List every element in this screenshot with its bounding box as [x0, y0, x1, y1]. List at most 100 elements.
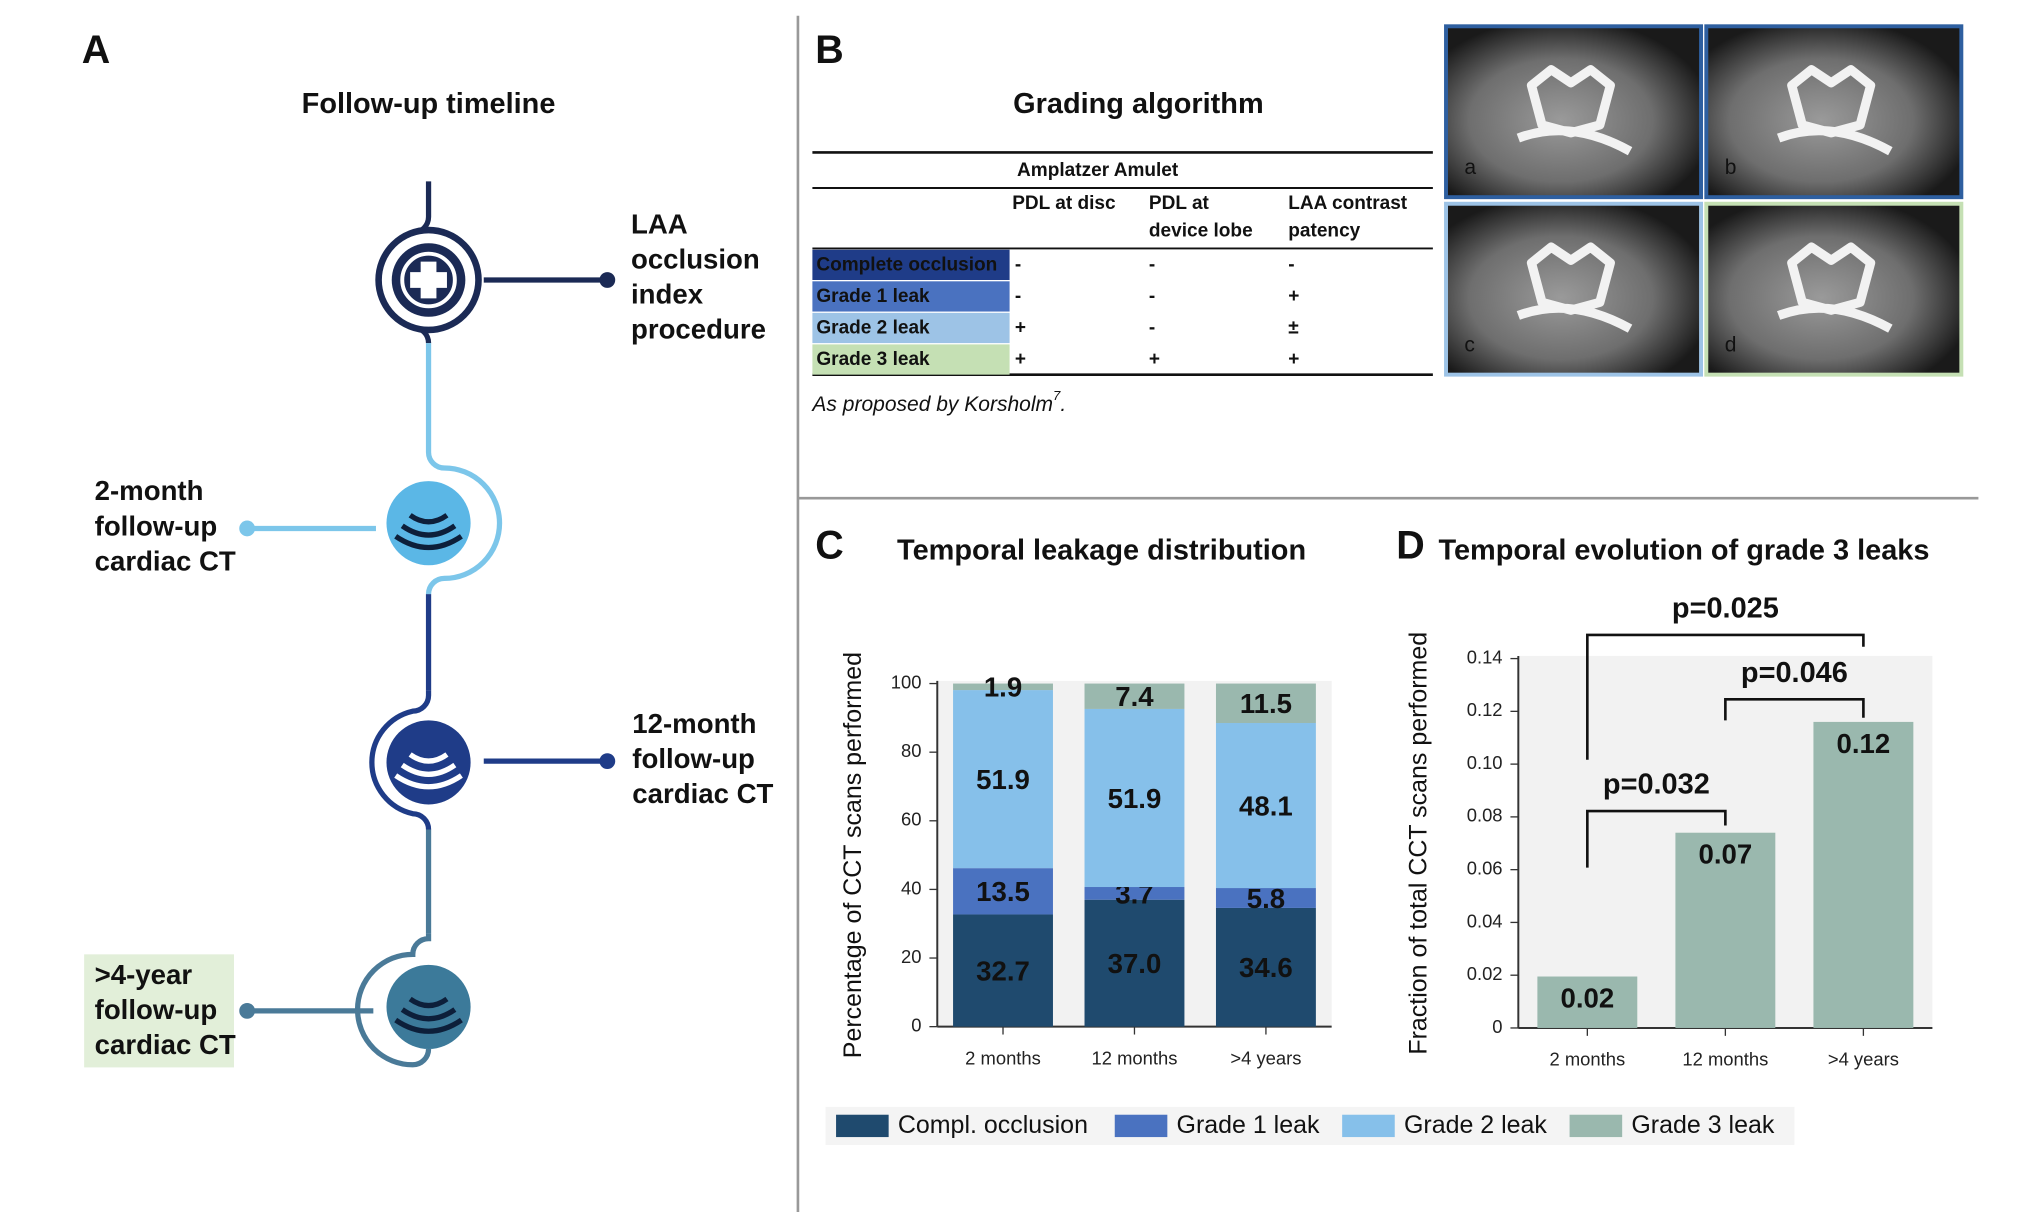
- bar-segment: [953, 914, 1053, 1027]
- row-label-bg: [812, 249, 1010, 280]
- table-cell: -: [1149, 255, 1155, 276]
- table-cell: +: [1288, 349, 1299, 370]
- y-axis-label: Percentage of CCT scans performed: [839, 652, 867, 1058]
- ct-frame: [1704, 24, 1964, 200]
- device: [1776, 242, 1893, 333]
- legend-swatch: [836, 1114, 889, 1138]
- bar: [1675, 832, 1776, 1028]
- node-label: follow-up: [632, 743, 755, 774]
- value-label: 11.5: [1240, 688, 1292, 719]
- legend-label: Compl. occlusion: [898, 1111, 1088, 1139]
- note-end: .: [1060, 392, 1066, 415]
- bar-segment: [1084, 899, 1185, 1027]
- ct-image: d: [1704, 201, 1964, 377]
- row-label: Grade 1 leak: [816, 286, 930, 307]
- column-header: PDL at: [1149, 193, 1210, 214]
- bar-segment: [1084, 887, 1185, 900]
- legend-label: Grade 3 leak: [1631, 1111, 1774, 1139]
- ct-frame: [1704, 201, 1964, 377]
- grading-panel: B Grading algorithm Amplatzer Amulet As …: [810, 24, 1964, 415]
- chart-title: Temporal evolution of grade 3 leaks: [1438, 535, 1929, 567]
- x-tick-label: 2 months: [965, 1047, 1041, 1068]
- row-label: Grade 3 leak: [816, 349, 930, 370]
- p-value: p=0.025: [1672, 593, 1779, 625]
- chart: C Temporal leakage distribution Percentage…: [815, 524, 1795, 1145]
- image-letter: c: [1464, 333, 1475, 356]
- legend-bg: [825, 1106, 1795, 1145]
- value-label: 0.12: [1837, 728, 1891, 759]
- ct-frame: [1444, 24, 1704, 200]
- x-tick-label: 2 months: [1550, 1049, 1626, 1070]
- bar-segment: [1215, 888, 1316, 908]
- table-cell: +: [1149, 349, 1160, 370]
- note-text: As proposed by Korsholm: [810, 392, 1053, 415]
- table-cell: -: [1015, 286, 1021, 307]
- node-label: 12-month: [632, 708, 756, 739]
- panel-letter: A: [82, 28, 110, 72]
- y-tick-label: 60: [901, 809, 921, 830]
- device: [1516, 242, 1633, 333]
- ct-image: b: [1704, 24, 1964, 200]
- device: [1516, 65, 1633, 156]
- row-label-bg: [812, 344, 1010, 375]
- legend-label: Grade 1 leak: [1177, 1111, 1320, 1139]
- table-cell: -: [1288, 255, 1294, 276]
- legend-swatch: [1114, 1114, 1168, 1138]
- y-tick-label: 0.12: [1467, 699, 1503, 720]
- bar-segment: [953, 868, 1053, 915]
- panel-letter: C: [815, 524, 843, 568]
- node-label: procedure: [631, 314, 766, 345]
- row-label-bg: [812, 312, 1010, 344]
- image-letter: a: [1464, 156, 1476, 179]
- x-tick-label: 12 months: [1682, 1049, 1768, 1070]
- y-tick-label: 40: [901, 877, 921, 898]
- x-tick-label: >4 years: [1828, 1049, 1899, 1070]
- panel-letter: B: [815, 28, 843, 72]
- table-cell: +: [1015, 349, 1026, 370]
- p-value: p=0.046: [1741, 657, 1848, 689]
- y-tick-label: 0.10: [1467, 752, 1503, 773]
- y-tick-label: 0: [1492, 1016, 1502, 1037]
- device: [1776, 65, 1893, 156]
- column-header: device lobe: [1149, 220, 1253, 241]
- y-tick-label: 0.14: [1467, 646, 1503, 667]
- legend-swatch: [1342, 1114, 1395, 1138]
- table-cell: ±: [1288, 318, 1298, 339]
- chart: D Temporal evolution of grade 3 leaks Frac…: [1396, 524, 1933, 1070]
- image-letter: b: [1725, 156, 1737, 179]
- panel-letter: D: [1396, 524, 1424, 568]
- bar: [1813, 721, 1914, 1028]
- value-label: 51.9: [1108, 783, 1162, 814]
- bar: [1537, 976, 1638, 1028]
- image-letter: d: [1725, 333, 1737, 356]
- bar-segment: [1215, 723, 1316, 889]
- timeline-panel: A Follow-up timeline: [82, 28, 774, 1068]
- column-header: LAA contrast: [1288, 193, 1408, 214]
- x-tick-label: 12 months: [1092, 1047, 1178, 1068]
- node-label: 2-month: [95, 475, 204, 506]
- value-label: 0.02: [1560, 982, 1614, 1013]
- y-tick-label: 0.06: [1467, 858, 1503, 879]
- y-tick-label: 20: [901, 946, 921, 967]
- value-label: 32.7: [976, 955, 1030, 986]
- y-tick-label: 0.08: [1467, 805, 1503, 826]
- table-cell: +: [1015, 318, 1026, 339]
- significance-bracket: [1586, 633, 1865, 760]
- icon-procedure: [375, 226, 482, 334]
- dot: [239, 1002, 256, 1019]
- legend-swatch: [1569, 1114, 1623, 1138]
- note-sup: 7: [1053, 388, 1061, 403]
- bar-segment: [1215, 683, 1316, 724]
- bar-segment: [1084, 708, 1185, 888]
- value-label: 51.9: [976, 764, 1030, 795]
- y-tick-label: 0: [911, 1015, 921, 1036]
- row-label-bg: [812, 281, 1010, 312]
- p-value: p=0.032: [1603, 769, 1710, 801]
- legend: Compl. occlusion Grade 1 leak Grade 2 leak…: [825, 1106, 1795, 1145]
- icon-ct: [386, 964, 471, 1049]
- value-label: 5.8: [1247, 883, 1285, 914]
- value-label: 7.4: [1115, 681, 1154, 712]
- ct-image: a: [1444, 24, 1704, 200]
- table-group-header: Amplatzer Amulet: [1017, 160, 1179, 181]
- node-label: occlusion: [631, 243, 760, 274]
